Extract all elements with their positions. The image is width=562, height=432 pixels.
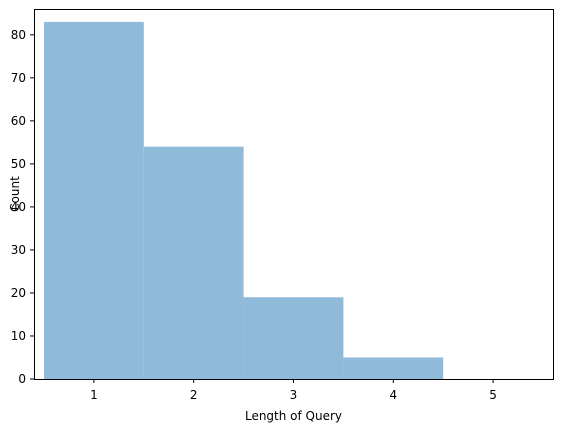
bar-length-2 (143, 146, 244, 379)
bar-length-3 (243, 297, 344, 379)
x-tick-label: 4 (389, 388, 397, 402)
y-tick-label: 0 (18, 372, 26, 386)
bar-length-1 (43, 21, 144, 379)
y-tick-label: 80 (11, 28, 26, 42)
x-axis: 1 2 3 4 5 (90, 379, 497, 402)
y-axis-label: Count (8, 176, 22, 212)
y-tick-label: 60 (11, 114, 26, 128)
x-tick-label: 3 (290, 388, 298, 402)
y-tick-label: 20 (11, 286, 26, 300)
y-axis: 0 10 20 30 40 50 60 70 80 (11, 28, 34, 386)
x-axis-label: Length of Query (245, 409, 342, 423)
bars-layer (43, 21, 444, 379)
y-tick-label: 30 (11, 243, 26, 257)
bar-length-4 (343, 357, 444, 379)
y-tick-label: 70 (11, 71, 26, 85)
x-tick-label: 1 (90, 388, 98, 402)
x-tick-label: 5 (489, 388, 497, 402)
y-tick-label: 50 (11, 157, 26, 171)
y-tick-label: 40 (11, 200, 26, 214)
x-tick-label: 2 (190, 388, 198, 402)
y-tick-label: 10 (11, 329, 26, 343)
